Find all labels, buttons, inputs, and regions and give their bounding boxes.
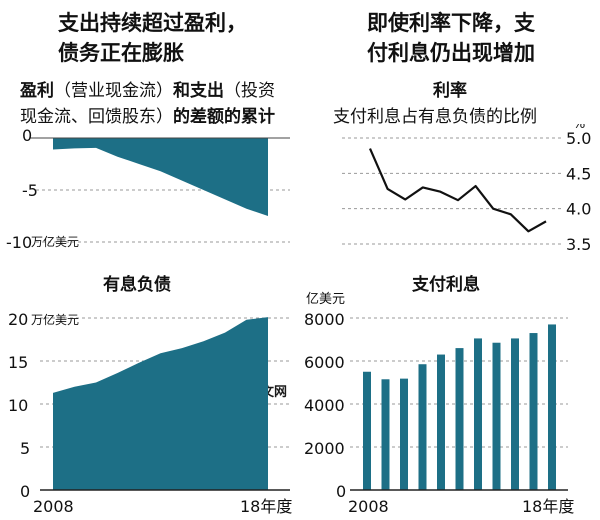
cumulative-title-bold1: 盈利: [20, 81, 54, 101]
interest-bar: [529, 333, 538, 490]
interest-xtick-start: 2008: [348, 497, 389, 516]
cumulative-unit-label: 万亿美元: [31, 234, 79, 249]
headline-right: 即使利率下降，支 付利息仍出现增加: [367, 8, 535, 68]
interest-ytick-label: 8000: [304, 310, 345, 329]
cumulative-ytick-label: 0: [22, 128, 32, 145]
debt-chart: 20 15 10 5 0 万亿美元 2008 18年度: [8, 310, 292, 516]
debt-xtick-end: 18年度: [240, 497, 292, 516]
interest-bar: [492, 342, 501, 490]
debt-unit-label: 万亿美元: [31, 312, 79, 327]
interest-unit-label: 亿美元: [306, 292, 345, 307]
debt-ytick-label: 20: [8, 310, 28, 329]
interest-ytick-label: 6000: [304, 353, 345, 372]
debt-xtick-start: 2008: [33, 497, 74, 516]
rate-chart-title: 利率: [433, 81, 467, 101]
interest-bar: [363, 371, 371, 490]
debt-ytick-label: 5: [20, 439, 30, 458]
rate-chart: 5.0 4.5 4.0 3.5%: [342, 124, 591, 254]
cumulative-area: [53, 138, 268, 216]
debt-area: [53, 317, 268, 490]
interest-bar: [548, 324, 556, 490]
rate-ytick-label: 4.0: [566, 200, 591, 219]
headline-left: 支出持续超过盈利， 债务正在膨胀: [58, 8, 247, 68]
rate-unit-label: %: [573, 124, 585, 132]
headline-right-line2: 付利息仍出现增加: [367, 41, 535, 65]
cumulative-title-line2-normal: 现金流、回馈股东）: [20, 107, 173, 127]
interest-bar: [474, 338, 482, 490]
interest-bar: [381, 379, 390, 490]
cumulative-ytick-label: -10: [6, 233, 32, 252]
debt-ytick-label: 15: [8, 353, 28, 372]
interest-bar: [418, 364, 427, 490]
interest-xtick-end: 18年度: [522, 497, 574, 516]
rate-ytick-label: 5.0: [566, 129, 591, 148]
interest-bar: [400, 378, 408, 490]
cumulative-chart-title: 盈利（营业现金流）和支出（投资 现金流、回馈股东）的差额的累计: [20, 78, 275, 130]
interest-ytick-label: 2000: [304, 439, 345, 458]
rate-ytick-label: 3.5: [566, 235, 591, 254]
cumulative-title-line2-bold: 的差额的累计: [173, 107, 275, 127]
interest-ytick-label: 4000: [304, 396, 345, 415]
headline-right-line1: 即使利率下降，支: [367, 11, 535, 35]
rate-series-line: [368, 148, 547, 233]
rate-ytick-label: 4.5: [566, 164, 591, 183]
cumulative-title-normal2: （投资: [224, 81, 275, 101]
headline-left-line1: 支出持续超过盈利，: [58, 11, 247, 35]
rate-chart-subtitle: 支付利息占有息负债的比例: [333, 107, 537, 127]
debt-chart-title: 有息负债: [103, 275, 171, 295]
debt-ytick-label: 0: [20, 482, 30, 501]
interest-ytick-label: 0: [336, 482, 346, 501]
interest-bar: [437, 354, 445, 490]
interest-bar: [455, 348, 464, 490]
cumulative-title-bold2: 和支出: [173, 81, 224, 101]
debt-ytick-label: 10: [8, 396, 28, 415]
interest-bar: [511, 338, 519, 490]
interest-chart-title: 支付利息: [412, 275, 480, 295]
cumulative-title-normal1: （营业现金流）: [54, 81, 173, 101]
cumulative-ytick-label: -5: [22, 181, 38, 200]
headline-left-line2: 债务正在膨胀: [58, 41, 184, 65]
